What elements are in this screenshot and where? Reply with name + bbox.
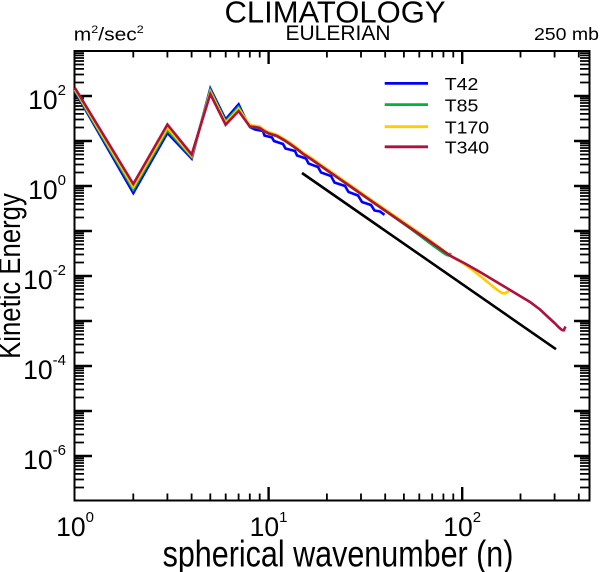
- svg-text:m2/sec2: m2/sec2: [74, 24, 144, 45]
- svg-text:250 mb: 250 mb: [534, 24, 599, 44]
- svg-text:T42: T42: [445, 74, 479, 94]
- svg-text:EULERIAN: EULERIAN: [285, 22, 390, 45]
- svg-text:Kinetic Energy: Kinetic Energy: [0, 192, 27, 358]
- svg-text:T170: T170: [445, 117, 489, 137]
- svg-text:T85: T85: [445, 95, 479, 115]
- svg-text:CLIMATOLOGY: CLIMATOLOGY: [224, 0, 445, 30]
- svg-text:10-6: 10-6: [23, 442, 66, 475]
- svg-text:T340: T340: [445, 137, 489, 157]
- svg-text:spherical wavenumber (n): spherical wavenumber (n): [163, 534, 514, 572]
